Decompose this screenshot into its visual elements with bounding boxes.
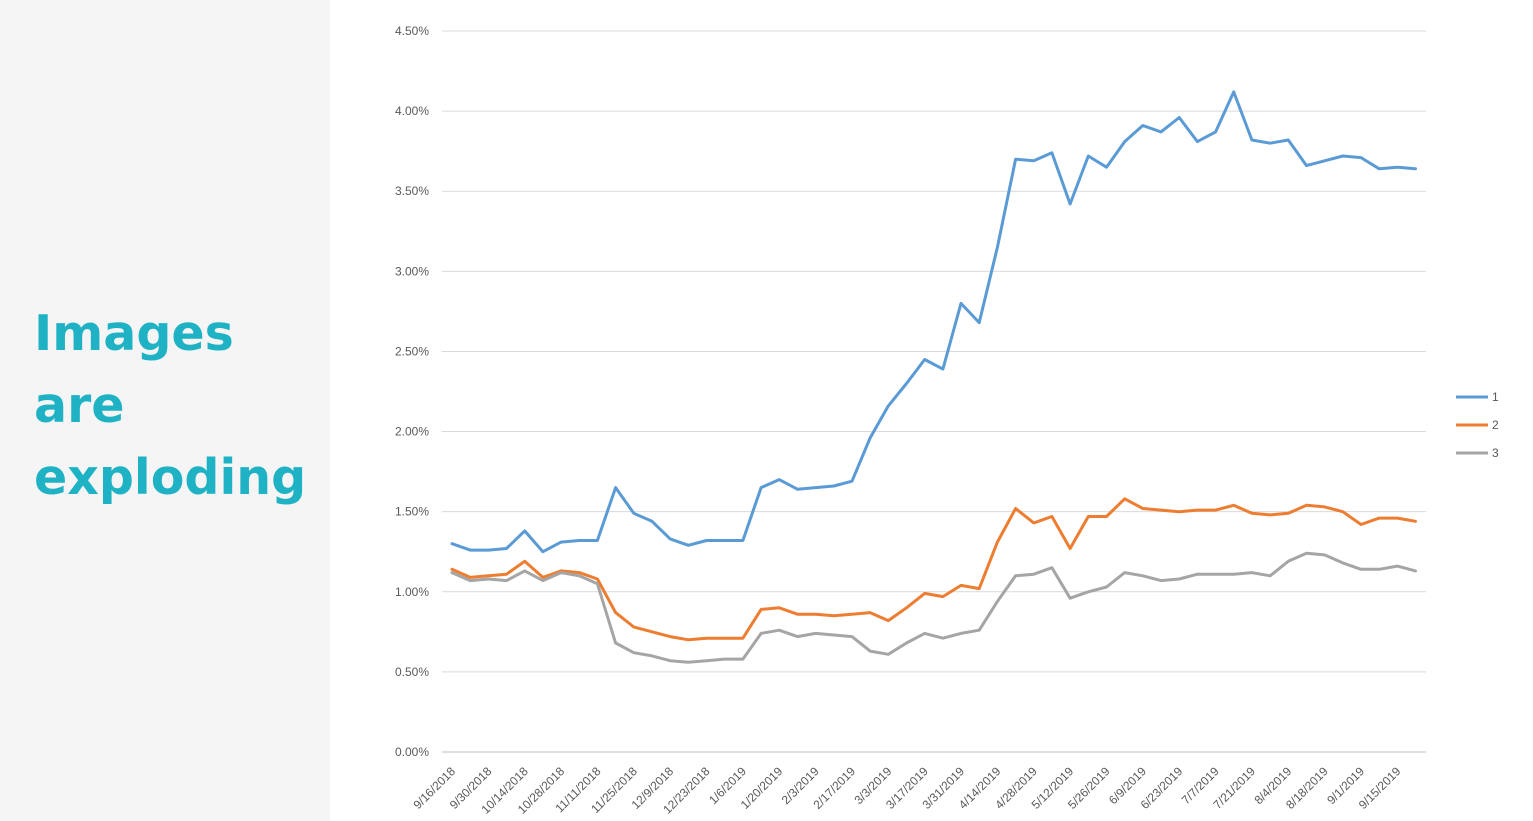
y-tick-label: 3.50% [395, 184, 429, 198]
headline-line-2: are [34, 377, 125, 434]
y-tick-label: 0.00% [395, 745, 429, 759]
y-tick-label: 3.00% [395, 264, 429, 278]
y-tick-label: 4.50% [395, 24, 429, 38]
headline-line-1: Images [34, 305, 234, 362]
y-tick-label: 0.50% [395, 665, 429, 679]
series-line-2 [450, 497, 1417, 642]
headline-line-3: exploding [34, 449, 307, 506]
y-tick-label: 2.00% [395, 425, 429, 439]
legend-label-3: 3 [1492, 446, 1499, 460]
x-axis-tick-labels: 9/16/20189/30/201810/14/201810/28/201811… [410, 764, 1403, 817]
series-lines [450, 90, 1417, 664]
y-tick-label: 4.00% [395, 104, 429, 118]
series-line-3 [450, 551, 1417, 664]
chart-legend: 1 2 3 [1456, 390, 1499, 460]
y-axis-tick-labels: 0.00% 0.50% 1.00% 1.50% 2.00% 2.50% 3.00% 3.50%… [395, 24, 429, 759]
y-tick-label: 1.00% [395, 585, 429, 599]
title-panel: Images are exploding [0, 0, 330, 821]
chart-gridlines [442, 30, 1426, 753]
y-tick-label: 1.50% [395, 505, 429, 519]
line-chart: 0.00% 0.50% 1.00% 1.50% 2.00% 2.50% 3.00% 3.50%… [395, 24, 1499, 817]
y-tick-label: 2.50% [395, 344, 429, 358]
legend-label-1: 1 [1492, 390, 1499, 404]
legend-label-2: 2 [1492, 418, 1499, 432]
series-line-1 [450, 90, 1417, 554]
slide-headline: Images are exploding [34, 298, 324, 514]
